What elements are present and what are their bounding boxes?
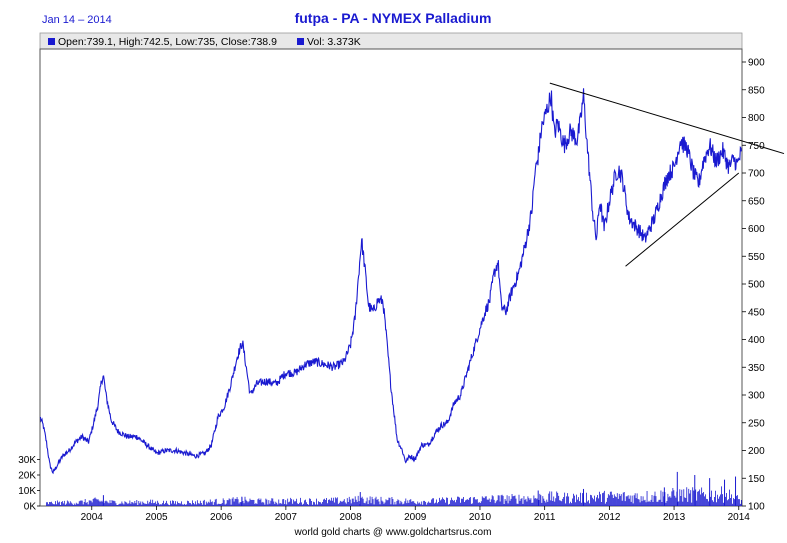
price-tick-label: 500 [748,280,765,291]
time-tick-label: 2014 [728,512,751,523]
time-tick-label: 2013 [663,512,686,523]
time-tick-label: 2007 [275,512,298,523]
price-tick-label: 100 [748,502,765,513]
volume-axis: 0K 10K 20K 30K [18,455,40,513]
price-tick-label: 700 [748,169,765,180]
price-tick-label: 200 [748,446,765,457]
price-tick-label: 300 [748,391,765,402]
time-tick-label: 2004 [81,512,104,523]
volume-tick-label: 30K [18,455,36,466]
price-tick-label: 850 [748,85,765,96]
price-tick-label: 800 [748,113,765,124]
price-tick-label: 350 [748,363,765,374]
legend-ohlc-swatch [48,38,55,45]
price-axis: 100 150 200 250 300 350 400 450 500 550 600 650 700 7… [742,58,765,513]
price-tick-label: 600 [748,224,765,235]
time-tick-label: 2008 [339,512,362,523]
legend-vol: Vol: 3.373K [307,36,361,48]
trendline-support [625,172,740,267]
price-tick-label: 450 [748,307,765,318]
legend-ohlc: Open:739.1, High:742.5, Low:735, Close:7… [58,36,277,48]
price-tick-label: 250 [748,418,765,429]
chart-title: futpa - PA - NYMEX Palladium [295,10,492,26]
chart-credit: world gold charts @ www.goldchartsrus.co… [294,527,492,538]
time-axis: 2004 2005 2006 2007 2008 2009 2010 2011 2012 2013… [81,506,751,523]
time-tick-label: 2012 [598,512,621,523]
trendline-resistance [549,82,785,155]
price-tick-label: 900 [748,58,765,69]
volume-bars-path [46,486,742,506]
price-series-line [39,88,742,475]
legend-vol-swatch [297,38,304,45]
trend-lines [549,82,785,267]
price-tick-label: 750 [748,141,765,152]
price-tick-label: 650 [748,196,765,207]
time-tick-label: 2006 [210,512,233,523]
price-tick-label: 400 [748,335,765,346]
volume-bars [46,471,742,506]
time-tick-label: 2005 [145,512,168,523]
chart-date: Jan 14 – 2014 [42,14,112,26]
time-tick-label: 2010 [469,512,492,523]
time-tick-label: 2009 [404,512,427,523]
volume-tick-label: 0K [24,502,37,513]
price-tick-label: 550 [748,252,765,263]
volume-tick-label: 20K [18,471,36,482]
time-tick-label: 2011 [534,512,556,523]
plot-frame [39,48,743,507]
volume-tick-label: 10K [18,486,36,497]
price-tick-label: 150 [748,474,765,485]
